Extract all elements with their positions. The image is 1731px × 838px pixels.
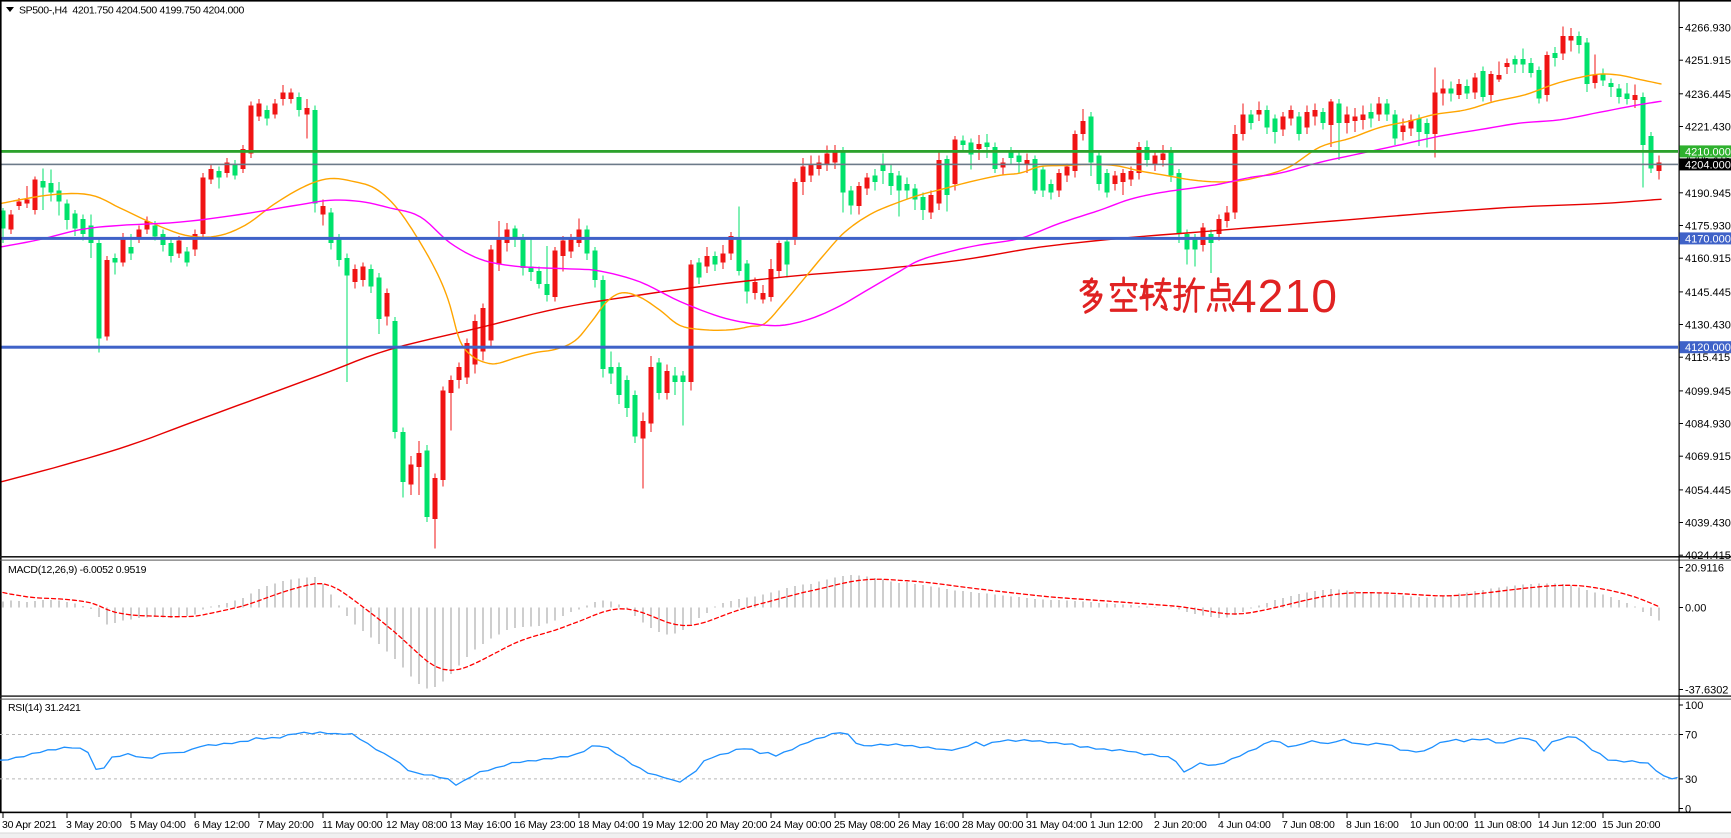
svg-text:4170.000: 4170.000 xyxy=(1685,233,1731,245)
svg-text:16 May 23:00: 16 May 23:00 xyxy=(514,819,576,831)
svg-text:8 Jun 16:00: 8 Jun 16:00 xyxy=(1346,819,1399,831)
svg-text:1 Jun 12:00: 1 Jun 12:00 xyxy=(1090,819,1143,831)
svg-text:4160.915: 4160.915 xyxy=(1685,253,1731,265)
svg-text:4145.445: 4145.445 xyxy=(1685,287,1731,299)
svg-text:4 Jun 04:00: 4 Jun 04:00 xyxy=(1218,819,1271,831)
svg-text:4190.945: 4190.945 xyxy=(1685,188,1731,200)
svg-text:13 May 16:00: 13 May 16:00 xyxy=(450,819,512,831)
svg-text:4236.445: 4236.445 xyxy=(1685,89,1731,101)
svg-text:20 May 20:00: 20 May 20:00 xyxy=(706,819,768,831)
svg-text:18 May 04:00: 18 May 04:00 xyxy=(578,819,640,831)
svg-text:7 May 20:00: 7 May 20:00 xyxy=(258,819,314,831)
svg-text:-37.6302: -37.6302 xyxy=(1685,685,1728,697)
svg-text:4251.915: 4251.915 xyxy=(1685,55,1731,67)
svg-text:4039.430: 4039.430 xyxy=(1685,518,1731,530)
svg-text:70: 70 xyxy=(1685,730,1697,742)
svg-text:11 Jun 08:00: 11 Jun 08:00 xyxy=(1474,819,1532,831)
svg-text:4069.915: 4069.915 xyxy=(1685,451,1731,463)
svg-text:4210.000: 4210.000 xyxy=(1685,146,1731,158)
svg-text:0: 0 xyxy=(1685,804,1691,816)
svg-text:4024.415: 4024.415 xyxy=(1685,550,1731,562)
svg-text:10 Jun 00:00: 10 Jun 00:00 xyxy=(1410,819,1469,831)
svg-text:14 Jun 12:00: 14 Jun 12:00 xyxy=(1538,819,1597,831)
svg-text:26 May 16:00: 26 May 16:00 xyxy=(898,819,960,831)
svg-text:4175.930: 4175.930 xyxy=(1685,221,1731,233)
svg-text:30 Apr 2021: 30 Apr 2021 xyxy=(2,819,57,831)
svg-text:12 May 08:00: 12 May 08:00 xyxy=(386,819,448,831)
svg-text:4210: 4210 xyxy=(1231,270,1338,322)
svg-text:30: 30 xyxy=(1685,774,1697,786)
svg-text:6 May 12:00: 6 May 12:00 xyxy=(194,819,250,831)
svg-text:2 Jun 20:00: 2 Jun 20:00 xyxy=(1154,819,1207,831)
svg-text:4115.415: 4115.415 xyxy=(1685,352,1730,364)
svg-text:5 May 04:00: 5 May 04:00 xyxy=(130,819,186,831)
svg-text:4084.930: 4084.930 xyxy=(1685,419,1731,431)
svg-text:SP500-,H4 4201.750 4204.500 4: SP500-,H4 4201.750 4204.500 4199.750 420… xyxy=(19,5,245,17)
svg-text:24 May 00:00: 24 May 00:00 xyxy=(770,819,832,831)
svg-text:4054.445: 4054.445 xyxy=(1685,485,1731,497)
svg-text:20.9116: 20.9116 xyxy=(1685,563,1724,575)
svg-text:28 May 00:00: 28 May 00:00 xyxy=(962,819,1024,831)
svg-text:3 May 20:00: 3 May 20:00 xyxy=(66,819,122,831)
svg-text:4266.930: 4266.930 xyxy=(1685,23,1731,35)
svg-text:100: 100 xyxy=(1685,700,1703,712)
svg-text:31 May 04:00: 31 May 04:00 xyxy=(1026,819,1088,831)
svg-text:MACD(12,26,9) -6.0052 0.9519: MACD(12,26,9) -6.0052 0.9519 xyxy=(8,564,147,576)
svg-text:11 May 00:00: 11 May 00:00 xyxy=(322,819,383,831)
svg-text:19 May 12:00: 19 May 12:00 xyxy=(642,819,704,831)
svg-text:7 Jun 08:00: 7 Jun 08:00 xyxy=(1282,819,1335,831)
svg-text:4221.430: 4221.430 xyxy=(1685,122,1731,134)
svg-text:4204.000: 4204.000 xyxy=(1685,159,1731,171)
svg-text:RSI(14) 31.2421: RSI(14) 31.2421 xyxy=(8,702,81,714)
svg-text:4099.945: 4099.945 xyxy=(1685,386,1731,398)
svg-text:4120.000: 4120.000 xyxy=(1685,342,1731,354)
svg-text:0.00: 0.00 xyxy=(1685,603,1706,615)
svg-text:15 Jun 20:00: 15 Jun 20:00 xyxy=(1602,819,1661,831)
svg-text:25 May 08:00: 25 May 08:00 xyxy=(834,819,896,831)
svg-text:4130.430: 4130.430 xyxy=(1685,320,1731,332)
